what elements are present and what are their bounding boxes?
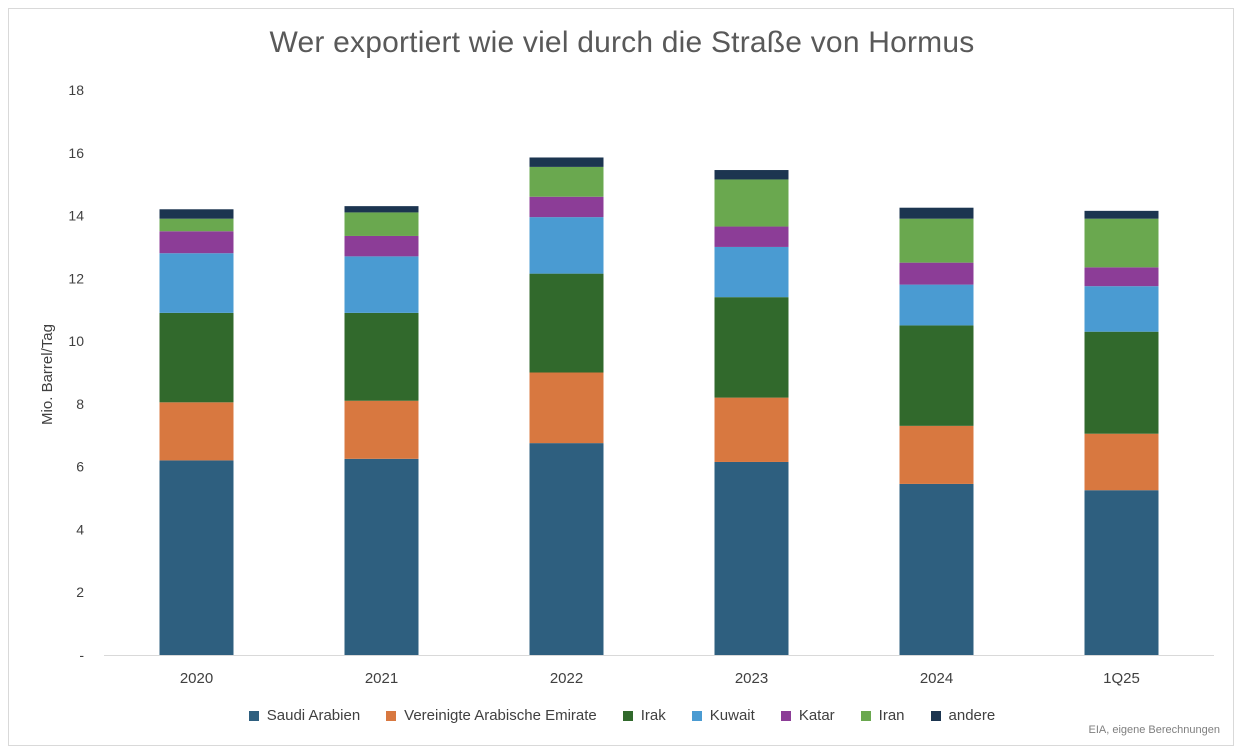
bar-segment bbox=[529, 443, 604, 655]
bar-segment bbox=[344, 256, 419, 313]
legend-label: Katar bbox=[798, 707, 835, 724]
legend-swatch bbox=[930, 710, 941, 721]
legend-swatch bbox=[248, 710, 259, 721]
bar-segment bbox=[529, 196, 604, 218]
bar-segment bbox=[529, 372, 604, 444]
bar-segment bbox=[714, 397, 789, 462]
bar-segment bbox=[1084, 267, 1159, 287]
y-tick-label: 4 bbox=[76, 521, 84, 537]
legend-item: Irak bbox=[622, 707, 666, 724]
y-tick-label: 2 bbox=[76, 584, 84, 600]
y-tick-label: 18 bbox=[68, 82, 84, 98]
bar-segment bbox=[714, 297, 789, 398]
bar-segment bbox=[529, 157, 604, 167]
legend-label: Saudi Arabien bbox=[266, 707, 361, 724]
y-tick-label: 14 bbox=[68, 208, 84, 224]
bar-segment bbox=[714, 179, 789, 227]
y-tick-label: 8 bbox=[76, 396, 84, 412]
x-tick-label: 2023 bbox=[735, 670, 768, 687]
x-tick-label: 2022 bbox=[550, 670, 583, 687]
legend-item: Vereinigte Arabische Emirate bbox=[386, 707, 597, 724]
legend-swatch bbox=[386, 710, 397, 721]
bar-segment bbox=[159, 253, 234, 313]
y-tick-label: - bbox=[79, 647, 84, 663]
bar-segment bbox=[899, 325, 974, 426]
bar-segment bbox=[1084, 490, 1159, 655]
chart-title: Wer exportiert wie viel durch die Straße… bbox=[269, 26, 975, 59]
source-note: EIA, eigene Berechnungen bbox=[1088, 724, 1221, 736]
x-tick-label: 2024 bbox=[920, 670, 953, 687]
bar-segment bbox=[529, 217, 604, 274]
bar-segment bbox=[1084, 286, 1159, 332]
bar-segment bbox=[899, 483, 974, 655]
bar-segment bbox=[899, 218, 974, 263]
bar-segment bbox=[1084, 210, 1159, 219]
bar-segment bbox=[899, 207, 974, 219]
chart-legend: Saudi Arabien Vereinigte Arabische Emirat… bbox=[0, 707, 1244, 724]
legend-item: andere bbox=[930, 707, 996, 724]
y-tick-label: 16 bbox=[68, 145, 84, 161]
bar-segment bbox=[159, 312, 234, 403]
bar-segment bbox=[1084, 433, 1159, 491]
bar-segment bbox=[159, 460, 234, 655]
y-tick-label: 10 bbox=[68, 333, 84, 349]
y-axis-label: Mio. Barrel/Tag bbox=[39, 324, 56, 425]
x-tick-label: 2021 bbox=[365, 670, 398, 687]
legend-label: Iran bbox=[878, 707, 905, 724]
legend-swatch bbox=[691, 710, 702, 721]
legend-swatch bbox=[780, 710, 791, 721]
legend-item: Kuwait bbox=[691, 707, 755, 724]
bar-segment bbox=[1084, 218, 1159, 268]
legend-label: Irak bbox=[640, 707, 666, 724]
bar-segment bbox=[714, 461, 789, 655]
bar-segment bbox=[714, 226, 789, 247]
legend-label: Vereinigte Arabische Emirate bbox=[404, 707, 597, 724]
x-tick-label: 1Q25 bbox=[1103, 670, 1140, 687]
legend-label: Kuwait bbox=[709, 707, 755, 724]
bar-segment bbox=[529, 273, 604, 373]
bar-segment bbox=[899, 284, 974, 326]
bar-segment bbox=[159, 402, 234, 461]
bar-segment bbox=[344, 212, 419, 236]
bar-segment bbox=[714, 170, 789, 180]
bar-segment bbox=[899, 425, 974, 484]
bar-segment bbox=[159, 231, 234, 254]
bar-segment bbox=[159, 209, 234, 219]
bar-segment bbox=[344, 312, 419, 401]
bar-segment bbox=[714, 246, 789, 298]
x-tick-label: 2020 bbox=[180, 670, 213, 687]
bar-segment bbox=[1084, 331, 1159, 434]
legend-label: andere bbox=[948, 707, 996, 724]
legend-item: Iran bbox=[860, 707, 905, 724]
legend-item: Saudi Arabien bbox=[248, 707, 361, 724]
bar-segment bbox=[344, 206, 419, 213]
legend-swatch bbox=[860, 710, 871, 721]
bar-segment bbox=[344, 458, 419, 655]
y-tick-label: 6 bbox=[76, 459, 84, 475]
bar-segment bbox=[344, 400, 419, 459]
legend-item: Katar bbox=[780, 707, 835, 724]
bar-segment bbox=[529, 166, 604, 197]
bar-segment bbox=[344, 235, 419, 257]
bar-segment bbox=[159, 218, 234, 232]
bar-segment bbox=[899, 262, 974, 285]
legend-swatch bbox=[622, 710, 633, 721]
y-tick-label: 12 bbox=[68, 270, 84, 286]
